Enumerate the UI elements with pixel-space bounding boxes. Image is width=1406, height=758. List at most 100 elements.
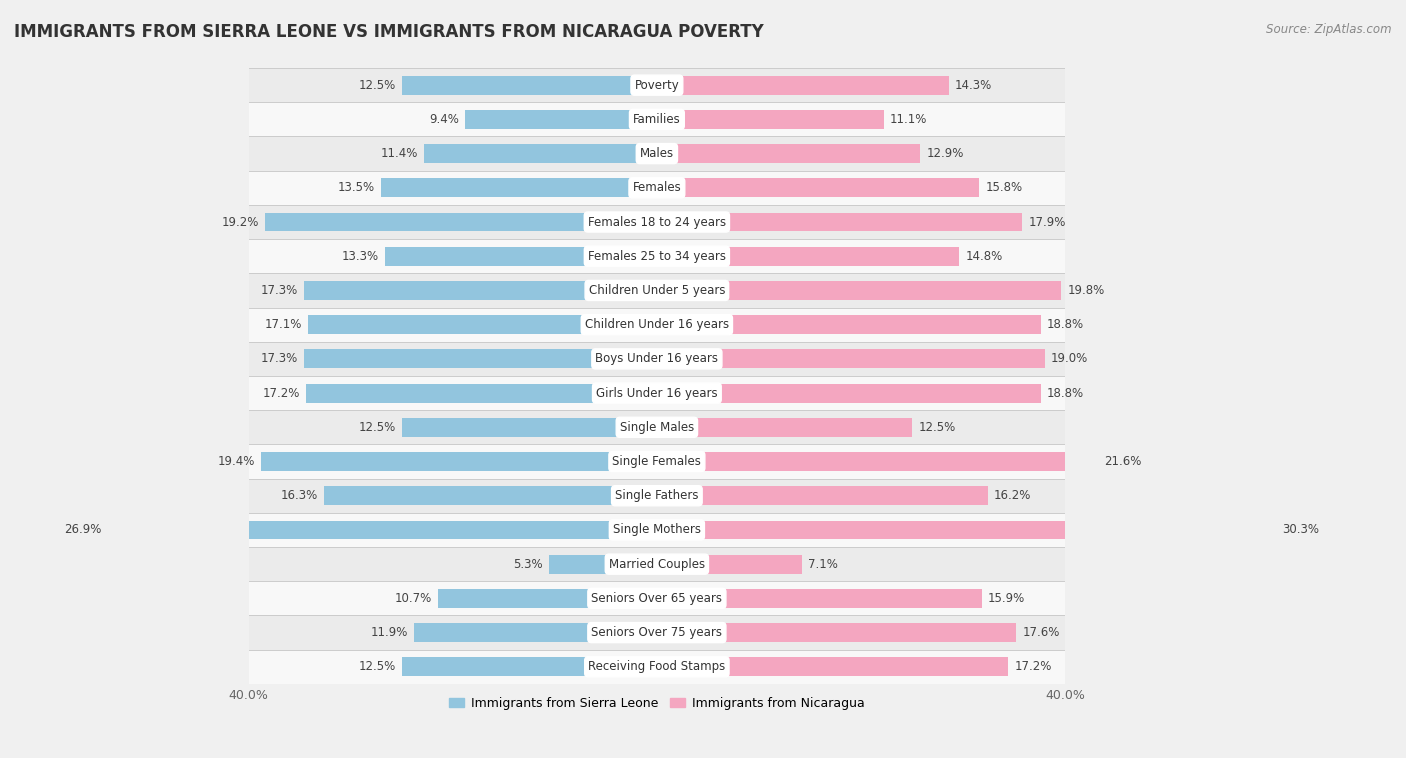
Bar: [264, 212, 657, 231]
Text: Source: ZipAtlas.com: Source: ZipAtlas.com: [1267, 23, 1392, 36]
Text: 10.7%: 10.7%: [395, 592, 432, 605]
Bar: [465, 110, 657, 129]
Text: 17.2%: 17.2%: [1014, 660, 1052, 673]
Bar: [249, 615, 1066, 650]
Bar: [249, 478, 1066, 513]
Text: 17.3%: 17.3%: [260, 284, 298, 297]
Text: Children Under 16 years: Children Under 16 years: [585, 318, 728, 331]
Text: 19.4%: 19.4%: [218, 455, 254, 468]
Text: 9.4%: 9.4%: [429, 113, 458, 126]
Bar: [305, 384, 657, 402]
Text: Seniors Over 75 years: Seniors Over 75 years: [592, 626, 723, 639]
Bar: [657, 418, 912, 437]
Text: 7.1%: 7.1%: [808, 558, 838, 571]
Bar: [304, 281, 657, 300]
Text: Boys Under 16 years: Boys Under 16 years: [595, 352, 718, 365]
Text: Married Couples: Married Couples: [609, 558, 704, 571]
Text: Single Fathers: Single Fathers: [616, 489, 699, 503]
Bar: [657, 349, 1045, 368]
Bar: [249, 102, 1066, 136]
Text: Families: Families: [633, 113, 681, 126]
Bar: [381, 178, 657, 197]
Bar: [249, 274, 1066, 308]
Bar: [657, 76, 949, 95]
Bar: [249, 650, 1066, 684]
Bar: [249, 513, 1066, 547]
Bar: [249, 581, 1066, 615]
Bar: [260, 452, 657, 471]
Text: 5.3%: 5.3%: [513, 558, 543, 571]
Bar: [657, 144, 921, 163]
Bar: [249, 444, 1066, 478]
Text: 12.9%: 12.9%: [927, 147, 963, 160]
Text: Females 18 to 24 years: Females 18 to 24 years: [588, 215, 725, 228]
Text: 11.4%: 11.4%: [381, 147, 418, 160]
Bar: [249, 342, 1066, 376]
Bar: [548, 555, 657, 574]
Bar: [657, 657, 1008, 676]
Text: 18.8%: 18.8%: [1047, 387, 1084, 399]
Text: Males: Males: [640, 147, 673, 160]
Text: 19.2%: 19.2%: [221, 215, 259, 228]
Text: 15.8%: 15.8%: [986, 181, 1022, 194]
Text: 30.3%: 30.3%: [1282, 524, 1319, 537]
Bar: [304, 349, 657, 368]
Bar: [657, 487, 987, 505]
Text: Seniors Over 65 years: Seniors Over 65 years: [592, 592, 723, 605]
Text: 17.6%: 17.6%: [1022, 626, 1060, 639]
Bar: [249, 136, 1066, 171]
Text: 19.8%: 19.8%: [1067, 284, 1105, 297]
Bar: [657, 521, 1275, 540]
Text: 19.0%: 19.0%: [1050, 352, 1088, 365]
Bar: [249, 205, 1066, 239]
Bar: [308, 315, 657, 334]
Bar: [657, 589, 981, 608]
Bar: [402, 418, 657, 437]
Text: 12.5%: 12.5%: [359, 421, 395, 434]
Text: Single Mothers: Single Mothers: [613, 524, 700, 537]
Bar: [657, 623, 1017, 642]
Text: 12.5%: 12.5%: [359, 79, 395, 92]
Text: 26.9%: 26.9%: [65, 524, 101, 537]
Bar: [249, 410, 1066, 444]
Text: 17.1%: 17.1%: [264, 318, 302, 331]
Text: 11.9%: 11.9%: [370, 626, 408, 639]
Text: Children Under 5 years: Children Under 5 years: [589, 284, 725, 297]
Text: 12.5%: 12.5%: [918, 421, 956, 434]
Text: 13.3%: 13.3%: [342, 249, 380, 263]
Bar: [249, 308, 1066, 342]
Bar: [323, 487, 657, 505]
Text: 14.3%: 14.3%: [955, 79, 993, 92]
Bar: [657, 178, 980, 197]
Bar: [249, 376, 1066, 410]
Bar: [657, 452, 1098, 471]
Text: Receiving Food Stamps: Receiving Food Stamps: [588, 660, 725, 673]
Bar: [402, 76, 657, 95]
Text: 18.8%: 18.8%: [1047, 318, 1084, 331]
Bar: [657, 110, 883, 129]
Bar: [657, 555, 801, 574]
Bar: [657, 247, 959, 265]
Text: 11.1%: 11.1%: [890, 113, 927, 126]
Text: 16.3%: 16.3%: [281, 489, 318, 503]
Bar: [425, 144, 657, 163]
Text: 14.8%: 14.8%: [965, 249, 1002, 263]
Text: Poverty: Poverty: [634, 79, 679, 92]
Bar: [439, 589, 657, 608]
Bar: [249, 171, 1066, 205]
Bar: [413, 623, 657, 642]
Text: 15.9%: 15.9%: [987, 592, 1025, 605]
Bar: [657, 384, 1040, 402]
Bar: [657, 281, 1062, 300]
Text: 21.6%: 21.6%: [1104, 455, 1142, 468]
Text: Girls Under 16 years: Girls Under 16 years: [596, 387, 717, 399]
Text: Single Males: Single Males: [620, 421, 695, 434]
Bar: [402, 657, 657, 676]
Bar: [657, 212, 1022, 231]
Bar: [249, 239, 1066, 274]
Text: 13.5%: 13.5%: [337, 181, 375, 194]
Legend: Immigrants from Sierra Leone, Immigrants from Nicaragua: Immigrants from Sierra Leone, Immigrants…: [444, 691, 869, 715]
Text: Females: Females: [633, 181, 682, 194]
Text: Females 25 to 34 years: Females 25 to 34 years: [588, 249, 725, 263]
Text: IMMIGRANTS FROM SIERRA LEONE VS IMMIGRANTS FROM NICARAGUA POVERTY: IMMIGRANTS FROM SIERRA LEONE VS IMMIGRAN…: [14, 23, 763, 41]
